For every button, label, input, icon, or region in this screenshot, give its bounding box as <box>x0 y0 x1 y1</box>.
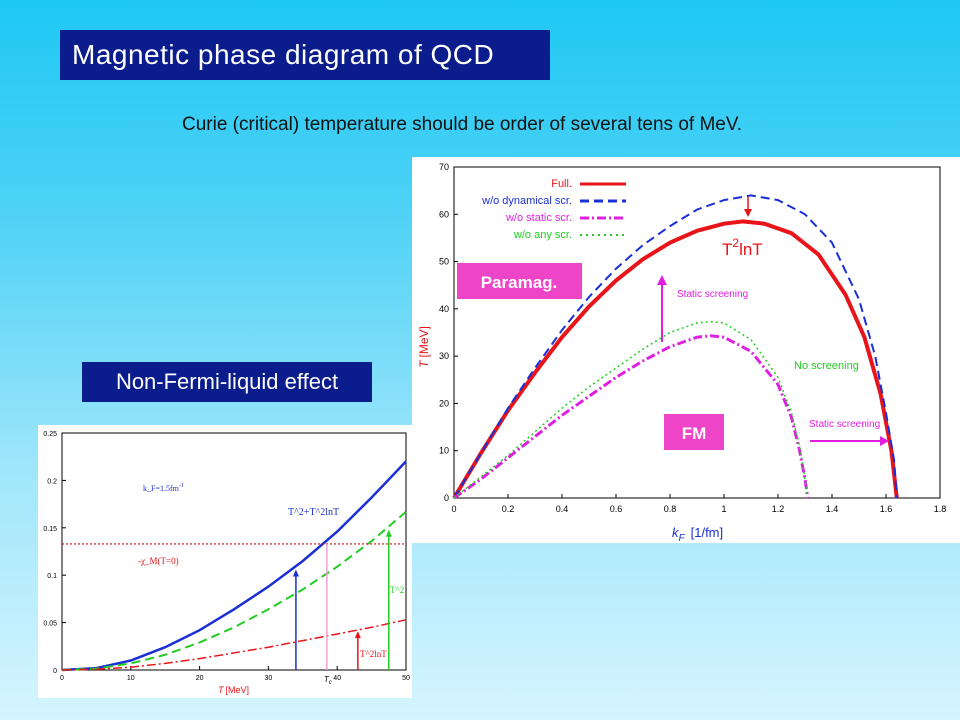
x-tick-label: 20 <box>196 675 204 682</box>
x-tick-label: 40 <box>333 675 341 682</box>
x-tick-label: 50 <box>402 675 410 682</box>
slide-title: Magnetic phase diagram of QCD <box>60 30 550 80</box>
x-tick-label: 30 <box>265 675 273 682</box>
tc-label: Tc <box>324 675 332 686</box>
nfl-chart: 0 10 20 30 40 50 0 0.05 0.1 0.15 0.2 0.25 k_F=1.5fm… <box>43 431 410 695</box>
y-tick-label: 0.15 <box>43 526 57 533</box>
y-axis-label: T[MeV] <box>417 326 431 368</box>
plot-frame <box>453 166 941 499</box>
plot-frame <box>61 432 407 671</box>
x-tick-label: 0.8 <box>664 504 677 514</box>
x-tick-label: 10 <box>127 675 135 682</box>
nfl-label: Non-Fermi-liquid effect <box>82 362 372 402</box>
phase-diagram-chart: 0 0.2 0.4 0.6 0.8 1 1.2 1.4 1.6 1.8 0 10 20 30 40 50 60 7… <box>417 162 947 544</box>
y-tick-label: 30 <box>439 351 449 361</box>
x-tick-label: 0 <box>60 675 64 682</box>
series-line-2 <box>453 334 810 500</box>
series-line-0 <box>61 460 407 672</box>
slide-subtitle: Curie (critical) temperature should be o… <box>182 114 743 135</box>
legend-entry-static: w/o static scr. <box>505 212 572 224</box>
nfl-panel: 0 10 20 30 40 50 0 0.05 0.1 0.15 0.2 0.25 k_F=1.5fm… <box>38 425 412 698</box>
x-tick-label: 0.2 <box>502 504 515 514</box>
t2-curve-label: T^2 <box>390 585 404 595</box>
x-tick-label: 1 <box>721 504 726 514</box>
x-axis-label-left: T [MeV] <box>218 685 249 695</box>
y-tick-label: 0.25 <box>43 431 57 438</box>
x-tick-label: 1.6 <box>880 504 893 514</box>
y-tick-label: 0.1 <box>47 573 57 580</box>
y-tick-label: 70 <box>439 162 449 172</box>
y-tick-label: 50 <box>439 257 449 267</box>
x-tick-label: 1.8 <box>934 504 947 514</box>
legend-entry-any: w/o any scr. <box>513 229 572 241</box>
t2lnt-arrow-head <box>354 631 361 639</box>
static-screening-arrow-2-head <box>880 436 889 446</box>
no-screening-label: No screening <box>794 360 859 372</box>
paramag-label: Paramag. <box>481 273 558 292</box>
y-tick-label: 60 <box>439 209 449 219</box>
t2lnt-curve-label: T^2lnT <box>360 649 387 659</box>
sum-curve-label: T^2+T^2lnT <box>288 507 339 518</box>
sum-arrow-head <box>292 569 299 577</box>
kf-annotation: k_F=1.5fm-1 <box>143 483 184 493</box>
legend: Full. w/o dynamical scr. w/o static scr.… <box>481 178 626 241</box>
x-axis-label: kF [1/fm] <box>672 525 723 543</box>
y-tick-label: 10 <box>439 446 449 456</box>
legend-entry-full: Full. <box>551 178 572 190</box>
x-tick-label: 1.4 <box>826 504 839 514</box>
static-screening-label-1: Static screening <box>677 289 748 300</box>
phase-diagram-panel: 0 0.2 0.4 0.6 0.8 1 1.2 1.4 1.6 1.8 0 10 20 30 40 50 60 7… <box>412 157 960 544</box>
fm-label-box <box>664 414 724 450</box>
fm-label: FM <box>682 424 707 443</box>
y-tick-label: 20 <box>439 398 449 408</box>
x-tick-label: 0.6 <box>610 504 623 514</box>
y-tick-label: 40 <box>439 304 449 314</box>
y-tick-label: 0 <box>444 493 449 503</box>
t2-arrow-head <box>385 529 392 537</box>
series-line-0 <box>452 219 899 500</box>
t2lnt-annotation: T2lnT <box>722 236 763 259</box>
x-tick-label: 0.4 <box>556 504 569 514</box>
static-screening-label-2: Static screening <box>809 419 880 430</box>
series-line-2 <box>61 619 407 671</box>
y-tick-label: 0 <box>53 668 57 675</box>
static-screening-arrow-1-head <box>657 275 667 285</box>
series-line-1 <box>453 194 898 499</box>
y-tick-label: 0.2 <box>47 478 57 485</box>
t2lnt-arrow-head <box>744 209 752 217</box>
series-line-1 <box>61 510 407 671</box>
x-tick-label: 0 <box>451 504 456 514</box>
chi-annotation: -χ_M(T=0) <box>138 556 179 566</box>
legend-entry-dyn: w/o dynamical scr. <box>481 195 572 207</box>
paramag-label-box <box>457 263 582 299</box>
y-tick-label: 0.05 <box>43 621 57 628</box>
series-line-3 <box>453 320 809 499</box>
x-tick-label: 1.2 <box>772 504 785 514</box>
